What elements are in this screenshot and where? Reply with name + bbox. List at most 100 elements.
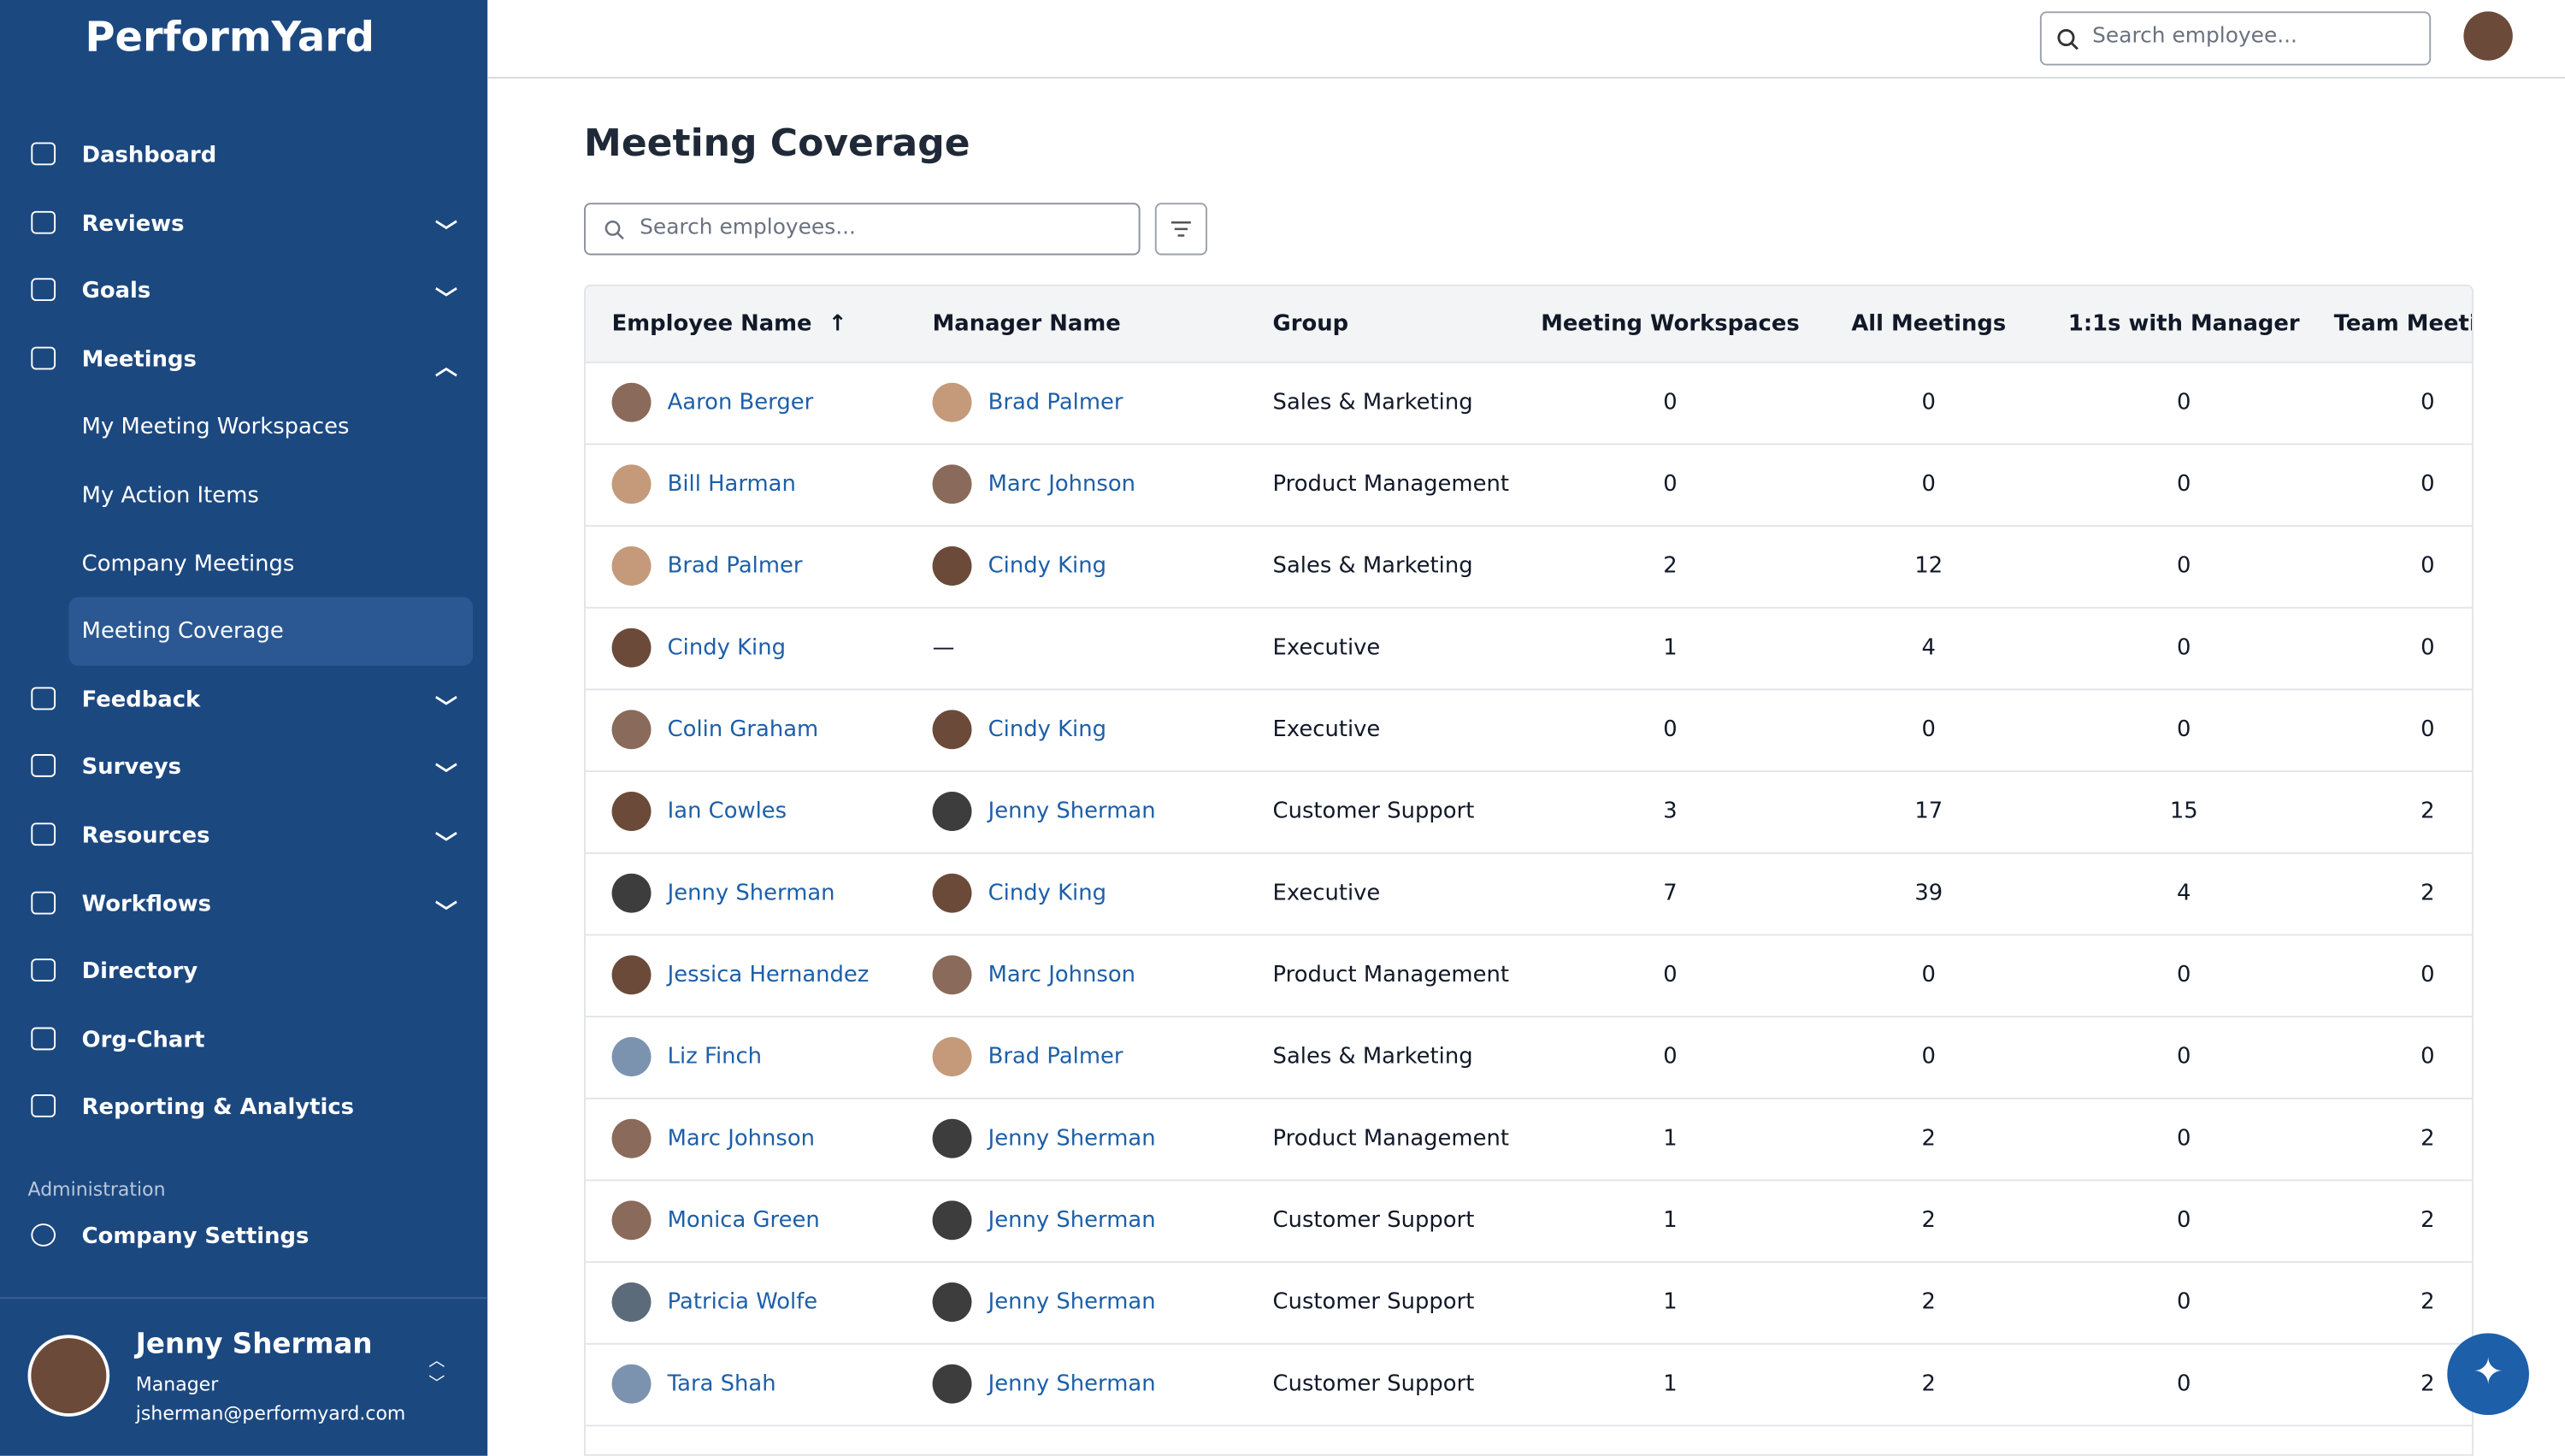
nav-item[interactable]: Directory xyxy=(0,940,487,1005)
nav-item[interactable]: Reporting & Analytics xyxy=(0,1076,487,1141)
nav-item[interactable]: Resources ﹀ xyxy=(0,803,487,869)
employee-name[interactable]: Aaron Berger xyxy=(667,389,814,416)
nav-chevron: ﹀ xyxy=(434,830,457,858)
nav-label: Company Settings xyxy=(81,1223,310,1250)
avatar xyxy=(611,546,652,586)
table-row: Liz Finch Brad Palmer Sales & Marketing 0 0 0… xyxy=(585,1017,2472,1099)
nav-icon xyxy=(31,346,56,370)
count: 0 xyxy=(1921,962,1937,988)
nav-icon xyxy=(31,958,56,982)
count: 1 xyxy=(1663,634,1678,661)
nav-subitem[interactable]: Company Meetings xyxy=(0,529,487,598)
employee-name[interactable]: Patricia Wolfe xyxy=(667,1288,818,1316)
manager-name[interactable]: Cindy King xyxy=(988,716,1106,743)
manager-name[interactable]: Jenny Sherman xyxy=(988,1207,1156,1234)
column-header[interactable]: Employee Name ↑ xyxy=(611,310,847,338)
count: 0 xyxy=(2177,1371,2191,1397)
table-row: Bill Harman Marc Johnson Product Managemen… xyxy=(585,445,2472,528)
count: 0 xyxy=(2421,634,2435,661)
count: 1 xyxy=(1663,1125,1678,1152)
column-header[interactable]: Manager Name xyxy=(932,310,1121,338)
column-header[interactable]: All Meetings xyxy=(1851,310,2007,338)
manager-name[interactable]: Marc Johnson xyxy=(988,962,1136,988)
employee-name[interactable]: Brad Palmer xyxy=(667,552,803,580)
count: 0 xyxy=(1921,471,1937,498)
avatar xyxy=(611,792,652,831)
count: 0 xyxy=(2177,1043,2191,1070)
avatar xyxy=(932,1118,972,1158)
nav-icon xyxy=(31,1027,56,1050)
employee-name[interactable]: Ian Cowles xyxy=(667,798,787,825)
count: 2 xyxy=(2421,1288,2435,1316)
table-row: Brad Palmer Cindy King Sales & Marketing 2 1… xyxy=(585,527,2472,609)
employee-name[interactable]: Colin Graham xyxy=(667,716,819,743)
employee-name[interactable]: Cindy King xyxy=(667,634,786,661)
count: 2 xyxy=(1663,552,1678,580)
count: 15 xyxy=(2169,798,2198,825)
manager-name[interactable]: Jenny Sherman xyxy=(988,1288,1156,1316)
nav-subitem[interactable]: Meeting Coverage xyxy=(68,597,473,667)
nav-item[interactable]: Goals ﹀ xyxy=(0,259,487,325)
count: 0 xyxy=(2421,471,2435,498)
count: 2 xyxy=(1921,1125,1937,1152)
avatar xyxy=(611,1118,652,1158)
nav-item[interactable]: Org-Chart xyxy=(0,1007,487,1073)
profile-avatar[interactable] xyxy=(2463,11,2513,61)
ai-assistant-button[interactable]: ✦ xyxy=(2447,1333,2529,1416)
user-name: Jenny Sherman xyxy=(135,1328,373,1361)
top-search[interactable]: Search employee... xyxy=(2039,11,2432,66)
filter-button[interactable] xyxy=(1154,203,1208,256)
employee-name[interactable]: Tara Shah xyxy=(667,1371,776,1397)
employee-name[interactable]: Jenny Sherman xyxy=(667,880,835,906)
nav-subitem[interactable]: My Action Items xyxy=(0,462,487,530)
nav-icon xyxy=(31,754,56,778)
nav-item[interactable]: Dashboard xyxy=(0,122,487,188)
manager-name[interactable]: Marc Johnson xyxy=(988,471,1136,498)
manager-name[interactable]: Jenny Sherman xyxy=(988,798,1156,825)
manager-name[interactable]: Brad Palmer xyxy=(988,1043,1123,1070)
employee-name[interactable]: Monica Green xyxy=(667,1207,820,1234)
column-header[interactable]: 1:1s with Manager xyxy=(2067,310,2300,338)
count: 0 xyxy=(2177,471,2191,498)
count: 0 xyxy=(1663,471,1678,498)
table-row: Jessica Hernandez Marc Johnson Product Man… xyxy=(585,935,2472,1018)
nav-item[interactable]: Meetings ︿ xyxy=(0,327,487,392)
nav-label: Reviews xyxy=(81,210,185,237)
employee-name[interactable]: Jessica Hernandez xyxy=(667,962,870,988)
table-search[interactable]: Search employees... xyxy=(584,203,1141,256)
table-row: Jenny Sherman Cindy King Executive 7 39 4 2 xyxy=(585,854,2472,936)
brand-logo[interactable]: PerformYard xyxy=(85,13,375,61)
count: 0 xyxy=(1663,389,1678,416)
nav-item[interactable]: Surveys ﹀ xyxy=(0,735,487,801)
count: 0 xyxy=(2177,1125,2191,1152)
manager-name[interactable]: Jenny Sherman xyxy=(988,1125,1156,1152)
user-avatar[interactable] xyxy=(27,1335,110,1417)
manager-name[interactable]: Cindy King xyxy=(988,552,1106,580)
count: 0 xyxy=(1921,1043,1937,1070)
manager-name[interactable]: Jenny Sherman xyxy=(988,1371,1156,1397)
nav-subitem[interactable]: My Meeting Workspaces xyxy=(0,393,487,462)
employee-name[interactable]: Bill Harman xyxy=(667,471,796,498)
column-header[interactable]: Team Meetings xyxy=(2333,310,2472,338)
manager-name[interactable]: Brad Palmer xyxy=(988,389,1123,416)
nav-item[interactable]: Reviews ﹀ xyxy=(0,191,487,256)
user-menu-toggle[interactable]: ︿ ﹀ xyxy=(428,1353,445,1394)
column-header[interactable]: Meeting Workspaces xyxy=(1541,310,1800,338)
nav-label: Directory xyxy=(81,958,198,986)
nav-icon xyxy=(31,822,56,846)
count: 2 xyxy=(1921,1207,1937,1234)
manager-name[interactable]: Cindy King xyxy=(988,880,1106,906)
table-row: Marc Johnson Jenny Sherman Product Managem… xyxy=(585,1099,2472,1182)
employee-name[interactable]: Marc Johnson xyxy=(667,1125,816,1152)
avatar xyxy=(932,1200,972,1241)
nav-icon xyxy=(31,210,56,233)
nav-item[interactable]: Company Settings xyxy=(0,1204,487,1270)
sort-icon[interactable]: ↑ xyxy=(828,310,847,338)
employee-name[interactable]: Liz Finch xyxy=(667,1043,763,1070)
avatar xyxy=(611,710,652,750)
column-header[interactable]: Group xyxy=(1272,310,1349,338)
nav-label: Workflows xyxy=(81,890,212,917)
nav-item[interactable]: Feedback ﹀ xyxy=(0,667,487,733)
nav-item[interactable]: Workflows ﹀ xyxy=(0,871,487,937)
